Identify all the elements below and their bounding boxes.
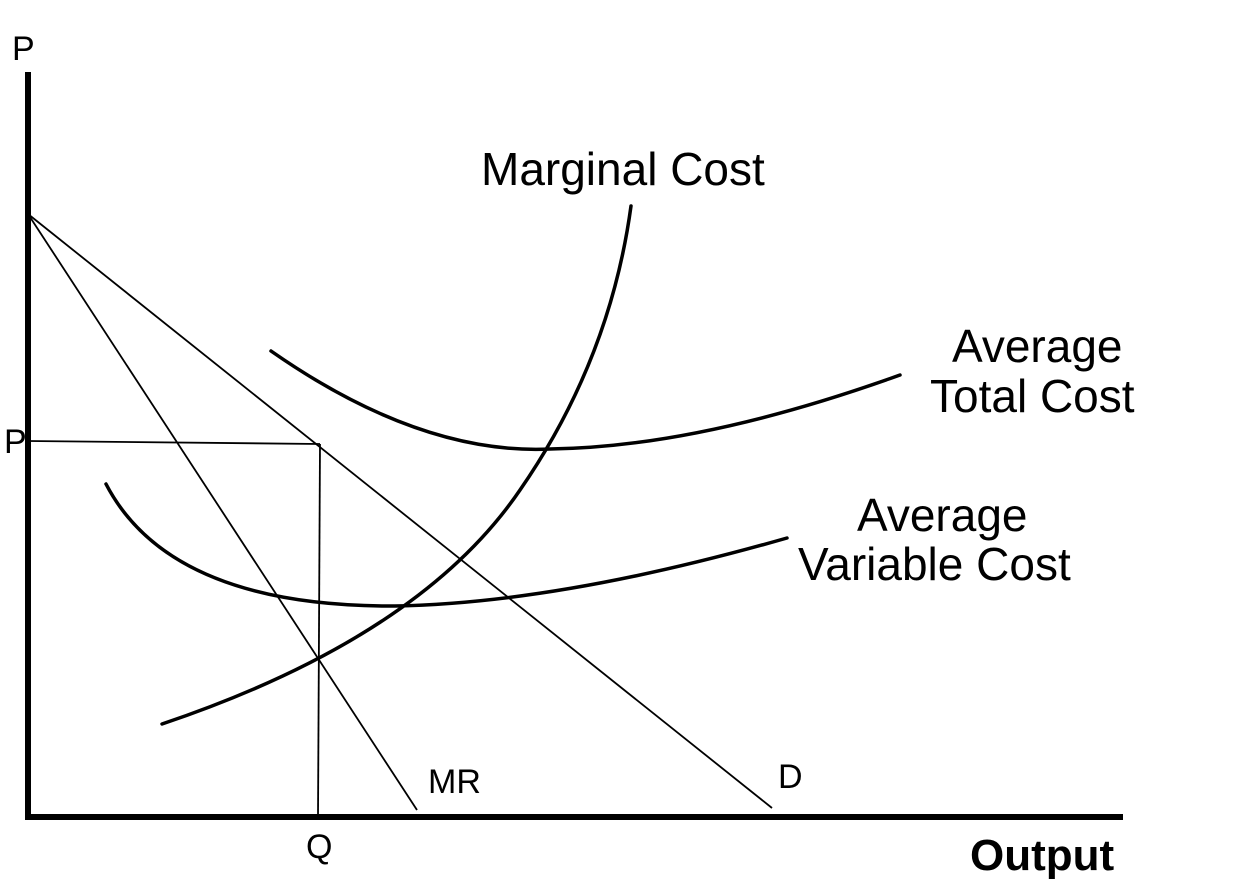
x-axis-label: Output — [970, 831, 1115, 880]
marginal-cost-curve — [160, 204, 633, 726]
quantity-marker-label: Q — [306, 828, 332, 866]
price-guide-line — [27, 440, 321, 445]
average-variable-cost-curve — [104, 482, 789, 608]
average-total-cost-curve — [269, 349, 902, 452]
price-marker-label: P — [4, 423, 27, 461]
demand-line — [27, 213, 773, 809]
y-axis-label: P — [12, 30, 35, 68]
marginal-revenue-label: MR — [428, 763, 481, 801]
average-total-cost-label-line2: Total Cost — [930, 370, 1135, 422]
average-variable-cost-label-line1: Average — [857, 489, 1028, 541]
average-variable-cost-label-line2: Variable Cost — [798, 538, 1071, 590]
marginal-revenue-line — [27, 213, 418, 811]
quantity-guide-line — [317, 443, 321, 818]
demand-label: D — [778, 758, 803, 796]
marginal-cost-label: Marginal Cost — [481, 143, 765, 195]
average-total-cost-label-line1: Average — [952, 320, 1123, 372]
